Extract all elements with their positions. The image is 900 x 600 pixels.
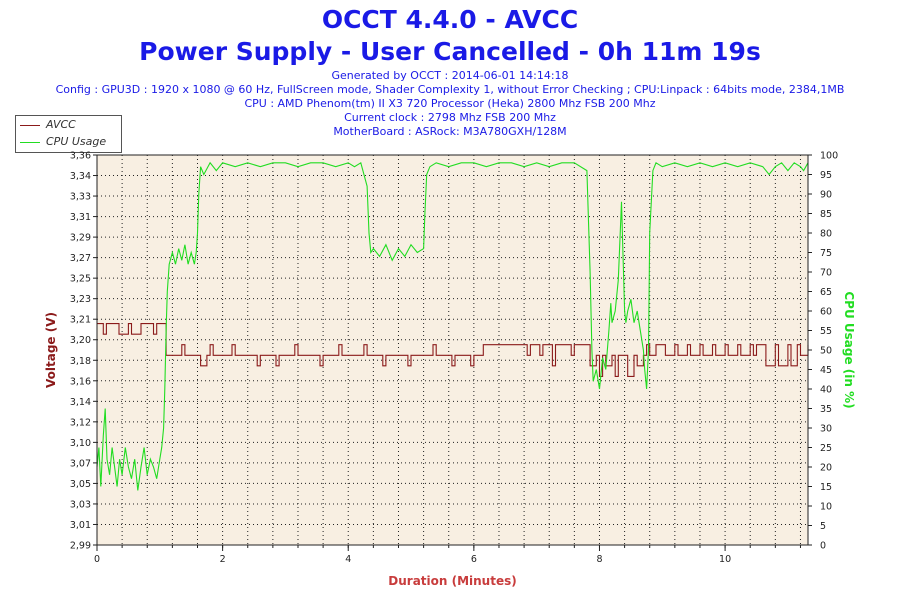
legend-item-cpu-usage: CPU Usage [20,135,106,151]
y-tick-label-left: 3,36 [70,151,91,162]
y-tick-label-left: 3,20 [70,335,91,346]
chart-legend: AVCC CPU Usage [15,115,122,153]
y-tick-label-right: 35 [820,404,832,415]
y-tick-label-left: 3,03 [70,499,91,510]
y-tick-label-left: 3,23 [70,294,91,305]
y-tick-label-left: 3,29 [70,233,91,244]
x-axis-label: Duration (Minutes) [388,574,516,588]
legend-label-avcc: AVCC [46,118,76,131]
y-axis-label-right: CPU Usage (in %) [842,291,856,408]
y-tick-label-right: 10 [820,502,832,513]
plot-frame [96,154,809,546]
y-tick-label-right: 90 [820,190,832,201]
y-tick-label-left: 3,34 [70,171,91,182]
y-tick-label-left: 3,07 [70,458,91,469]
y-tick-label-left: 3,33 [70,192,91,203]
x-tick-label: 6 [471,554,477,565]
y-tick-label-left: 3,27 [70,253,91,264]
y-tick-label-left: 2,99 [70,541,91,552]
info-cpu: CPU : AMD Phenom(tm) II X3 720 Processor… [244,97,656,110]
y-tick-label-right: 70 [820,268,832,279]
y-tick-label-right: 45 [820,365,832,376]
y-tick-label-left: 3,16 [70,376,91,387]
legend-label-cpu-usage: CPU Usage [46,135,107,148]
legend-item-avcc: AVCC [20,118,76,134]
x-tick-label: 4 [345,554,351,565]
x-tick-label: 0 [94,554,100,565]
y-tick-label-right: 95 [820,170,832,181]
chart-subtitle: Power Supply - User Cancelled - 0h 11m 1… [139,37,761,66]
y-tick-label-left: 3,05 [70,479,91,490]
y-tick-label-right: 80 [820,229,832,240]
series-line-cpu-usage [96,161,809,491]
y-tick-label-left: 3,31 [70,212,91,223]
y-tick-label-left: 3,12 [70,417,91,428]
y-tick-label-right: 20 [820,463,832,474]
info-generated: Generated by OCCT : 2014-06-01 14:14:18 [331,69,569,82]
chart-title: OCCT 4.4.0 - AVCC [321,5,579,34]
y-tick-label-right: 0 [820,541,826,552]
x-tick-label: 8 [596,554,602,565]
info-motherboard: MotherBoard : ASRock: M3A780GXH/128M [333,125,567,138]
y-tick-label-right: 75 [820,248,832,259]
y-tick-label-right: 15 [820,482,832,493]
legend-swatch-cpu-usage [20,141,40,143]
y-tick-label-right: 30 [820,424,832,435]
info-config: Config : GPU3D : 1920 x 1080 @ 60 Hz, Fu… [55,83,845,96]
y-tick-label-right: 55 [820,326,832,337]
y-tick-label-left: 3,14 [70,397,91,408]
x-tick-label: 2 [220,554,226,565]
y-tick-label-left: 3,10 [70,438,91,449]
y-tick-label-right: 85 [820,209,832,220]
y-tick-label-left: 3,18 [70,356,91,367]
y-tick-label-right: 60 [820,307,832,318]
y-tick-label-right: 50 [820,346,832,357]
legend-swatch-avcc [20,124,40,126]
y-tick-label-right: 5 [820,521,826,532]
y-tick-label-right: 100 [820,151,838,162]
y-tick-label-left: 3,01 [70,520,91,531]
y-tick-label-left: 3,25 [70,274,91,285]
y-tick-label-right: 40 [820,385,832,396]
y-tick-label-right: 25 [820,443,832,454]
y-axis-label-left: Voltage (V) [44,312,58,388]
series-line-avcc [97,323,809,377]
x-tick-label: 10 [719,554,731,565]
y-tick-label-left: 3,21 [70,315,91,326]
plot-area [97,155,808,545]
y-tick-label-right: 65 [820,287,832,298]
info-clock: Current clock : 2798 Mhz FSB 200 Mhz [344,111,556,124]
